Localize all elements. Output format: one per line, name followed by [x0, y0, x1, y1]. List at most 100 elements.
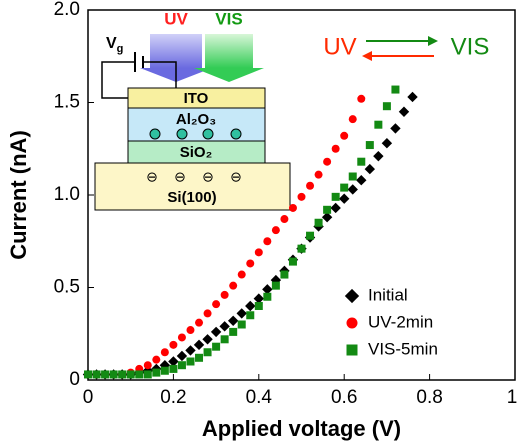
marker [297, 192, 306, 201]
wire [143, 61, 177, 88]
marker [306, 231, 315, 240]
marker [390, 123, 401, 134]
marker [160, 366, 169, 375]
marker [169, 340, 178, 349]
marker [203, 309, 212, 318]
marker [84, 370, 92, 379]
marker [407, 91, 418, 103]
marker [340, 183, 349, 192]
marker [339, 193, 350, 204]
charge: ⊖ [174, 169, 186, 185]
marker [288, 257, 297, 266]
marker [280, 270, 289, 279]
marker [246, 259, 255, 268]
marker [195, 318, 204, 327]
marker [356, 175, 367, 186]
marker [357, 157, 366, 166]
marker [346, 344, 358, 356]
marker [143, 370, 152, 379]
marker [253, 293, 264, 304]
marker [202, 334, 213, 345]
marker [254, 302, 263, 310]
arrowhead [428, 36, 438, 46]
marker [271, 226, 280, 235]
inset: UV VIS Vg ITO Al₂O₃ SiO₂ Si(100) ⊖ ⊖ ⊖ ⊖ [94, 9, 291, 211]
marker [118, 370, 127, 379]
marker [143, 361, 152, 370]
vis-beam [205, 34, 253, 68]
marker [246, 311, 255, 320]
annotation-left: UV [323, 33, 356, 60]
marker [330, 202, 341, 214]
y-axis-label: Current (nA) [6, 130, 31, 260]
marker [237, 270, 246, 279]
marker [254, 248, 263, 257]
x-tick-label: 0.2 [160, 387, 186, 408]
marker [314, 170, 323, 179]
arrowhead [362, 51, 372, 61]
gate-label: Vg [106, 35, 123, 55]
marker [340, 131, 349, 140]
marker [152, 368, 161, 377]
charge: ⊖ [202, 169, 214, 185]
marker [220, 335, 229, 344]
marker [357, 94, 366, 103]
marker [323, 205, 332, 214]
marker [331, 192, 340, 201]
vis-label: VIS [215, 9, 242, 28]
marker [169, 364, 178, 373]
particle [202, 128, 214, 140]
x-tick-label: 0.8 [416, 387, 442, 408]
marker [381, 138, 393, 149]
layer-label: ITO [184, 90, 209, 107]
particle [149, 128, 161, 140]
marker [348, 115, 357, 124]
x-tick-label: 0 [83, 387, 94, 408]
marker [263, 292, 272, 301]
marker [347, 184, 358, 195]
charge: ⊖ [146, 169, 158, 185]
marker [101, 370, 110, 379]
marker [245, 300, 256, 312]
annotation-right: VIS [451, 33, 490, 60]
marker [186, 326, 195, 335]
y-tick-label: 1.0 [54, 184, 80, 205]
marker [126, 370, 135, 379]
vis-arrowhead [194, 68, 264, 82]
legend-label: Initial [368, 285, 408, 304]
marker [186, 357, 195, 366]
marker [203, 348, 212, 357]
layer-label: Al₂O₃ [176, 111, 216, 128]
marker [237, 320, 246, 329]
marker [185, 345, 196, 356]
marker [212, 342, 221, 351]
gate-main: V [106, 35, 117, 52]
marker [382, 102, 391, 111]
marker [177, 361, 186, 370]
marker [373, 150, 384, 162]
marker [365, 141, 374, 150]
marker [262, 284, 273, 295]
x-tick-label: 0.4 [246, 387, 273, 408]
marker [193, 339, 205, 351]
marker [263, 237, 272, 246]
wire [101, 61, 135, 99]
x-axis-label: Applied voltage (V) [202, 416, 401, 441]
marker [109, 370, 118, 379]
particle [176, 128, 188, 140]
y-tick-label: 2.0 [54, 0, 80, 20]
layer-label: Si(100) [167, 189, 216, 206]
marker [297, 244, 306, 253]
marker [280, 215, 289, 224]
marker [323, 157, 332, 166]
particle [230, 128, 242, 140]
marker [344, 288, 360, 304]
marker [177, 333, 186, 342]
marker [135, 370, 144, 379]
y-tick-label: 1.5 [54, 92, 80, 113]
marker [229, 327, 238, 336]
marker [229, 281, 238, 290]
marker [314, 218, 323, 227]
y-tick-label: 0.5 [54, 277, 80, 298]
